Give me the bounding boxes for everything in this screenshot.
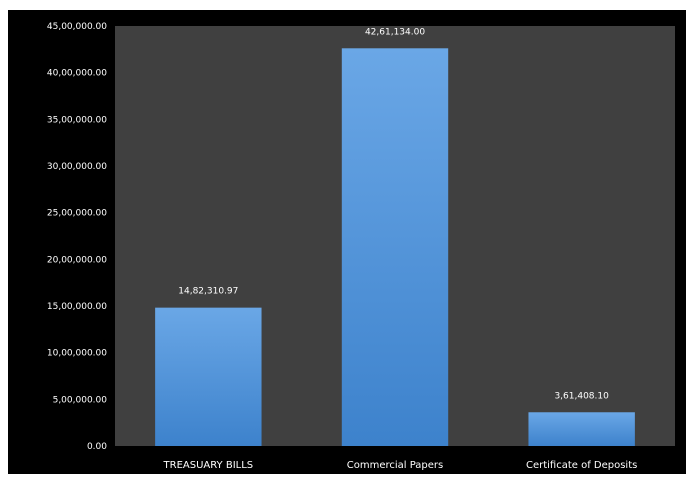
x-axis: TREASUARY BILLS Commercial Papers Certific… (163, 460, 638, 471)
data-label: 42,61,134.00 (365, 27, 425, 37)
bars (155, 48, 635, 446)
x-tick-label: Commercial Papers (347, 460, 444, 471)
y-axis: 0.00 5,00,000.00 10,00,000.00 15,00,000.00 2… (47, 22, 107, 452)
bar (155, 307, 262, 446)
y-tick-label: 5,00,000.00 (53, 395, 108, 405)
data-labels: 14,82,310.97 42,61,134.00 3,61,408.10 (178, 27, 609, 401)
y-tick-label: 15,00,000.00 (47, 302, 107, 312)
y-tick-label: 45,00,000.00 (47, 22, 107, 32)
y-tick-label: 40,00,000.00 (47, 69, 107, 79)
y-tick-label: 20,00,000.00 (47, 255, 107, 265)
x-tick-label: TREASUARY BILLS (163, 460, 254, 471)
bar (528, 412, 635, 446)
data-label: 14,82,310.97 (178, 287, 238, 297)
bar (341, 48, 449, 446)
data-label: 3,61,408.10 (554, 391, 609, 401)
y-tick-label: 30,00,000.00 (47, 162, 107, 172)
x-tick-label: Certificate of Deposits (526, 460, 637, 471)
y-tick-label: 10,00,000.00 (47, 349, 107, 359)
y-tick-label: 35,00,000.00 (47, 115, 107, 125)
y-tick-label: 0.00 (87, 442, 107, 452)
y-tick-label: 25,00,000.00 (47, 209, 107, 219)
